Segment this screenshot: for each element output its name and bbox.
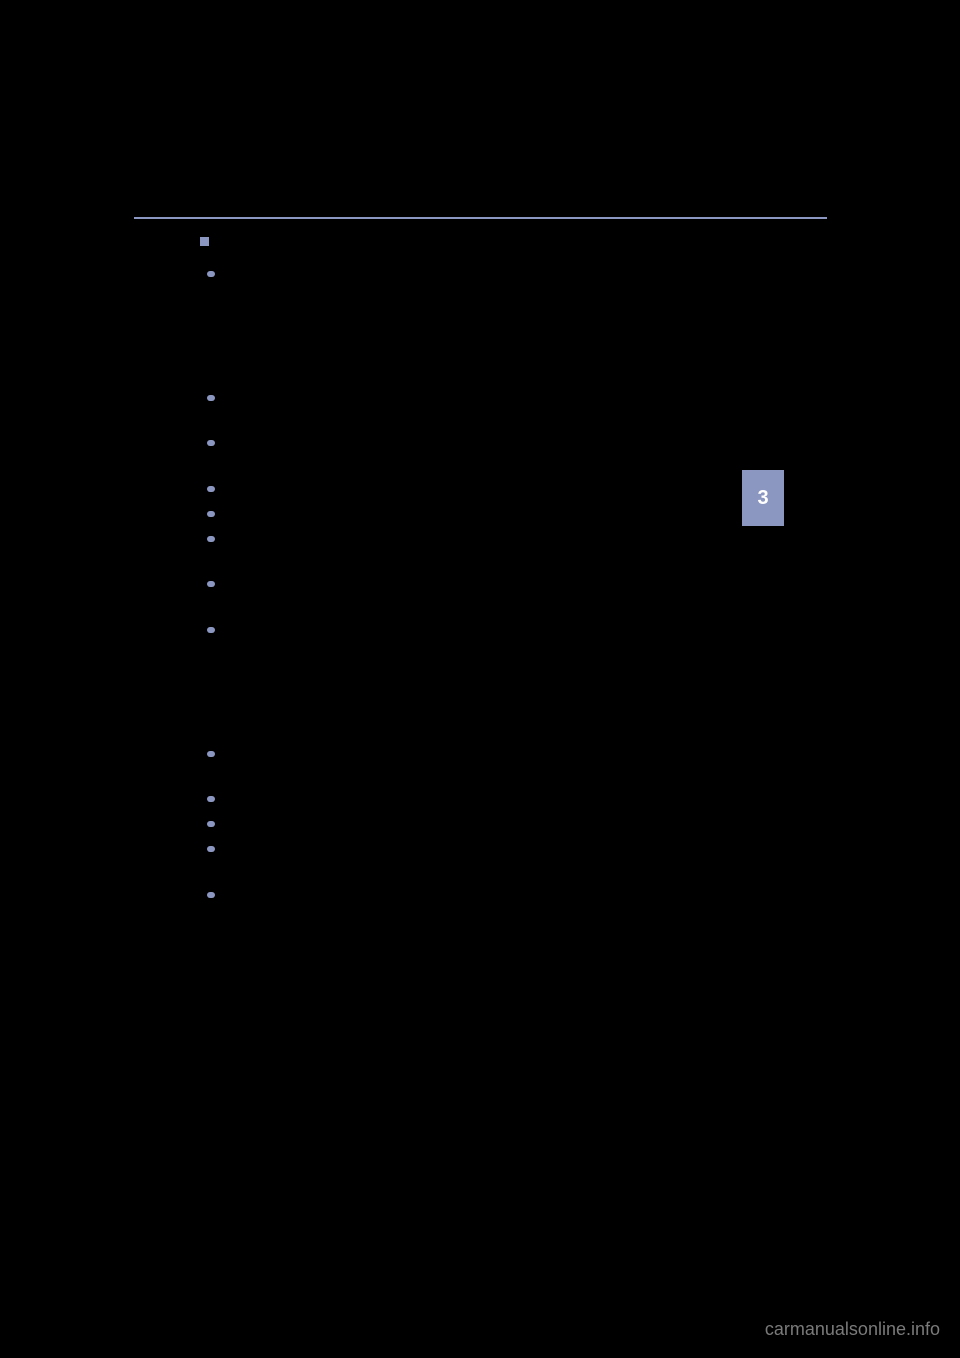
bullet-text: Instances of the Blind Spot Monitor func… (223, 744, 730, 786)
bullet-item: When there is only a short distance betw… (207, 789, 730, 810)
bullet-text: When the vehicle that enters the detecti… (223, 574, 730, 616)
bullet-text: When there is only a short distance betw… (223, 814, 730, 835)
section-title: Situations in which the Blind Spot Monit… (217, 233, 693, 254)
round-bullet-icon (207, 440, 215, 446)
round-bullet-icon (207, 751, 215, 757)
bullet-text: When driving up or down consecutive stee… (223, 479, 730, 500)
round-bullet-icon (207, 486, 215, 492)
bullet-item: When items such as a bicycle carrier are… (207, 885, 730, 906)
content-area: Situations in which the Blind Spot Monit… (200, 233, 730, 909)
bullet-item: When there is only a short distance betw… (207, 814, 730, 835)
round-bullet-icon (207, 581, 215, 587)
section-tab: 3 (742, 470, 784, 526)
square-bullet-icon (200, 237, 209, 246)
bullet-item: When the vehicle that enters the detecti… (207, 574, 730, 616)
bullet-item: When vehicle lanes are narrow and a vehi… (207, 839, 730, 881)
bullet-text: When multiple vehicles approach with onl… (223, 504, 730, 525)
round-bullet-icon (207, 536, 215, 542)
bullet-item: Instances of the Blind Spot Monitor func… (207, 744, 730, 786)
round-bullet-icon (207, 395, 215, 401)
section-tab-label: When driving (789, 536, 800, 594)
bullet-item: When a vehicle is in the detection area … (207, 433, 730, 475)
bullet-text: The Blind Spot Monitor function may not … (223, 264, 730, 306)
round-bullet-icon (207, 271, 215, 277)
page-number: 215 (782, 164, 805, 180)
bullet-item: When driving up or down consecutive stee… (207, 479, 730, 500)
section-tab-number: 3 (757, 487, 768, 510)
bullet-item: The Blind Spot Monitor function may not … (207, 264, 730, 306)
bullet-text: When there is a significant difference i… (223, 620, 730, 662)
sub-item: When towing anything such as a trailer, … (223, 690, 730, 711)
horizontal-divider (134, 217, 827, 219)
bullet-item: When multiple vehicles approach with onl… (207, 504, 730, 525)
section-header: Situations in which the Blind Spot Monit… (200, 233, 730, 254)
round-bullet-icon (207, 821, 215, 827)
sub-item: Directly after the Blind Spot Monitor sy… (223, 665, 730, 686)
round-bullet-icon (207, 892, 215, 898)
bullet-text: When there is a significant difference i… (223, 388, 730, 430)
breadcrumb: 3-4. Using the driving support systems (134, 194, 338, 208)
sub-item: During bad weather such as heavy rain, f… (223, 309, 730, 330)
bullet-item: When there is a significant difference i… (207, 620, 730, 662)
bullet-item: When vehicle lanes are wide, and the veh… (207, 529, 730, 571)
bullet-text: When there is only a short distance betw… (223, 789, 730, 810)
round-bullet-icon (207, 511, 215, 517)
bullet-text: When items such as a bicycle carrier are… (223, 885, 730, 906)
bullet-text: When vehicle lanes are wide, and the veh… (223, 529, 730, 571)
sub-item: Directly after the engine is started wit… (223, 715, 730, 736)
bullet-item: When there is a significant difference i… (207, 388, 730, 430)
sub-item: When ice or mud etc. is attached to the … (223, 334, 730, 355)
round-bullet-icon (207, 796, 215, 802)
round-bullet-icon (207, 627, 215, 633)
sub-item: When driving on a road surface that is w… (223, 359, 730, 380)
bullet-text: When a vehicle is in the detection area … (223, 433, 730, 475)
round-bullet-icon (207, 846, 215, 852)
bullet-text: When vehicle lanes are narrow and a vehi… (223, 839, 730, 881)
watermark: carmanualsonline.info (765, 1319, 940, 1340)
